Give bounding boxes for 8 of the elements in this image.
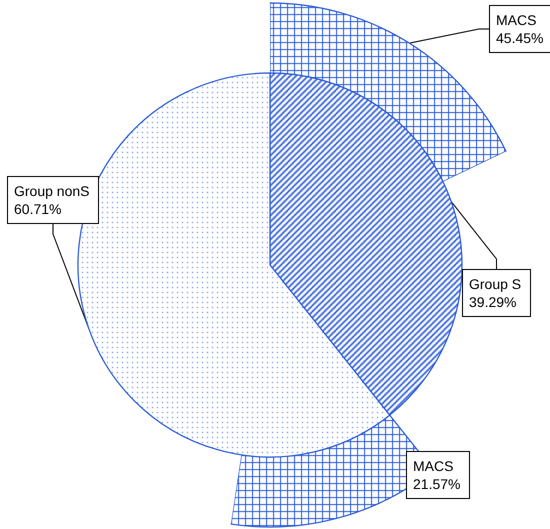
slice-label: Group nonS — [14, 183, 90, 199]
data-label: 45.45% — [496, 30, 544, 46]
data-label: 39.29% — [469, 294, 516, 310]
data-label: 60.71% — [14, 201, 62, 217]
slice-label: MACS — [496, 12, 536, 28]
data-label: 21.57% — [413, 476, 460, 492]
slice-label: Group S — [469, 276, 522, 292]
slice-label: MACS — [413, 458, 454, 474]
